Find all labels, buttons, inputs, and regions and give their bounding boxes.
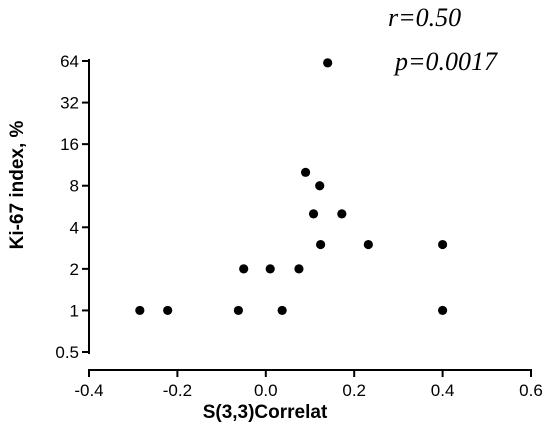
y-tick-label: 4	[70, 218, 79, 237]
data-point	[315, 181, 325, 191]
data-point	[300, 167, 311, 177]
y-tick-label: 8	[70, 177, 79, 196]
data-point	[163, 305, 173, 316]
y-tick-label: 1	[70, 301, 79, 320]
data-point	[277, 305, 287, 316]
data-point	[363, 239, 373, 250]
data-points	[135, 58, 448, 316]
y-ticks: 0.5 1 2 4 8 16 32 64	[55, 52, 89, 362]
data-point	[438, 239, 448, 250]
x-tick-label: 0.2	[342, 381, 366, 400]
data-point	[233, 305, 243, 316]
data-point	[294, 264, 304, 274]
data-point	[337, 209, 347, 219]
r-annotation: r=0.50	[388, 3, 461, 32]
data-point	[323, 58, 333, 68]
p-annotation: p=0.0017	[393, 47, 498, 76]
data-point	[265, 264, 275, 274]
data-point	[308, 209, 319, 219]
data-point	[438, 305, 448, 316]
y-tick-label: 2	[70, 260, 79, 279]
data-point	[239, 264, 249, 274]
x-tick-label: -0.2	[163, 381, 192, 400]
y-axis-title: Ki-67 index, %	[7, 120, 28, 249]
axes	[88, 59, 532, 371]
x-tick-label: 0.4	[431, 381, 455, 400]
data-point	[135, 305, 145, 316]
x-ticks: -0.4 -0.2 0.0 0.2 0.4 0.6	[74, 370, 543, 400]
y-tick-label: 32	[60, 94, 79, 113]
data-point	[316, 239, 326, 250]
y-tick-label: 0.5	[55, 343, 79, 362]
x-tick-label: 0.6	[519, 381, 543, 400]
x-axis-title: S(3,3)Correlat	[203, 402, 328, 423]
x-tick-label: 0.0	[254, 381, 278, 400]
y-tick-label: 16	[60, 135, 79, 154]
y-tick-label: 64	[60, 52, 79, 71]
x-tick-label: -0.4	[74, 381, 103, 400]
